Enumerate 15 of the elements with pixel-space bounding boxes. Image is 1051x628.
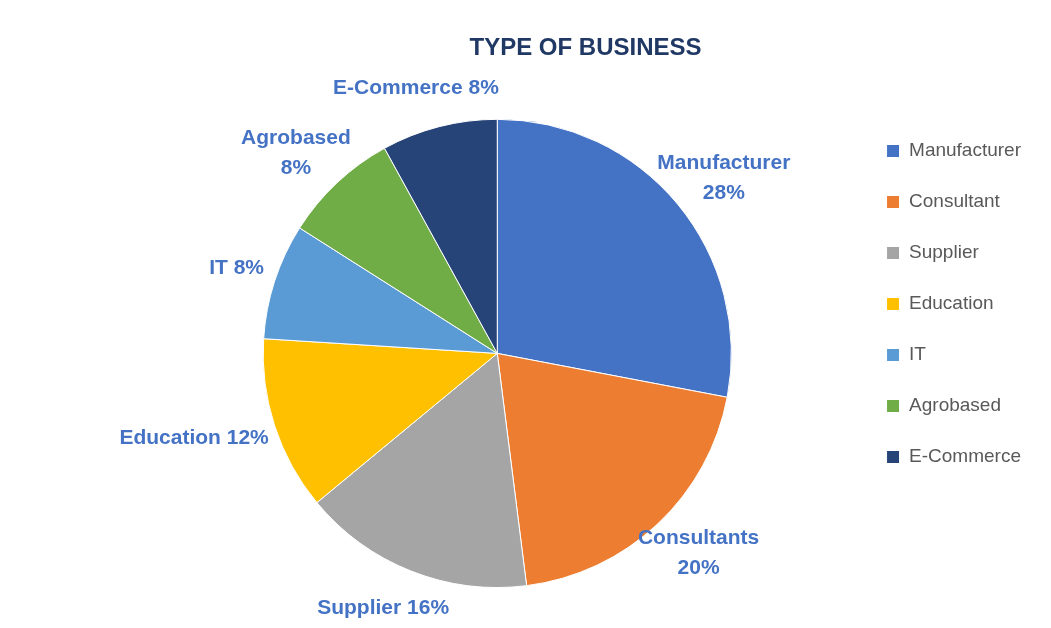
data-label: Consultants 20% (637, 525, 760, 579)
legend-label: Manufacturer (909, 139, 1022, 161)
data-label: Manufacturer 28% (657, 150, 791, 204)
data-label: Agrobased 8% (241, 125, 351, 179)
legend-label: Consultant (909, 190, 1001, 212)
chart-title: TYPE OF BUSINESS (469, 33, 702, 61)
legend-label: E-Commerce (909, 445, 1021, 467)
data-label: IT 8% (209, 255, 265, 279)
legend-label: Agrobased (909, 394, 1001, 416)
data-label: Education 12% (119, 424, 270, 448)
data-label: Supplier 16% (317, 595, 450, 619)
legend-label: Education (909, 292, 994, 314)
legend-label: Supplier (909, 241, 980, 263)
data-label: E-Commerce 8% (333, 74, 500, 98)
legend-label: IT (909, 343, 927, 365)
